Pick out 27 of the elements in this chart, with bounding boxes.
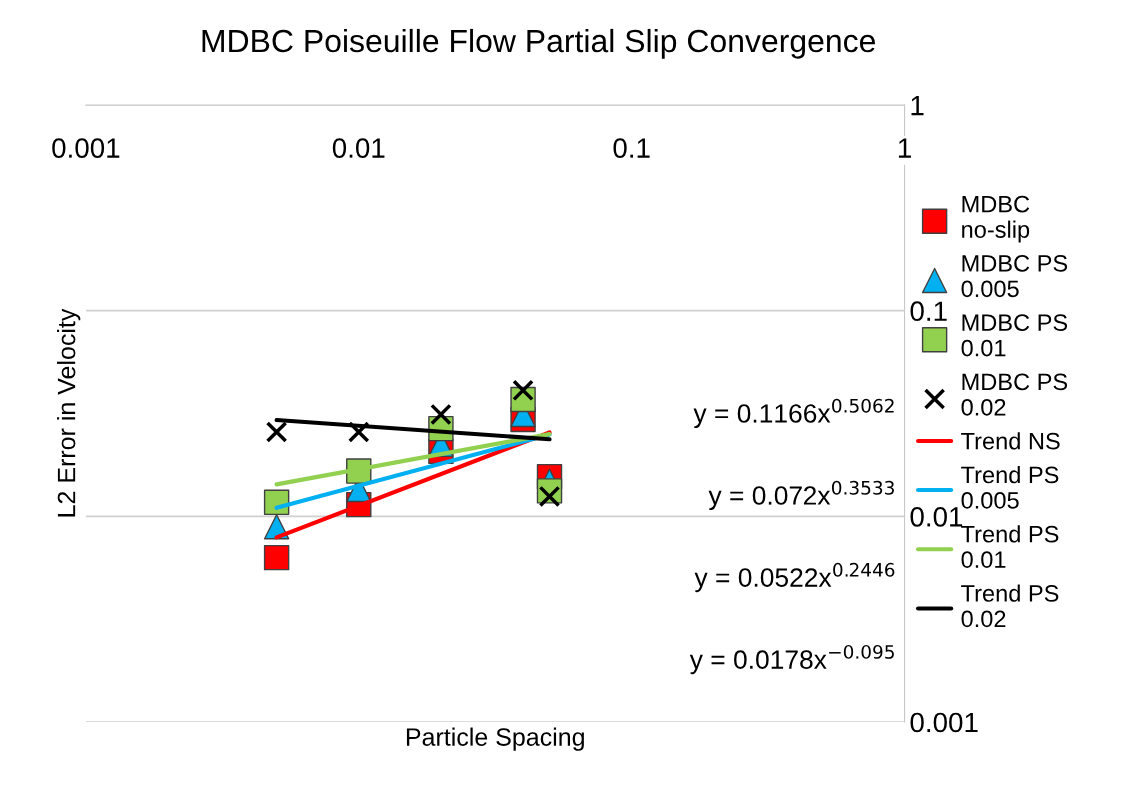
- y-tick-label: 1: [911, 96, 924, 116]
- y-tick-label: 0.01: [910, 507, 963, 527]
- annotation: y = 0.072x$^{0.3533}$: [708, 480, 894, 511]
- point: [430, 403, 452, 426]
- point: [263, 544, 290, 571]
- x-tick-label: 0.01: [332, 138, 385, 158]
- y-tick-label: 0.001: [910, 712, 978, 733]
- legend-label: Trend PS 0.005: [961, 465, 1059, 509]
- annotation: y = 0.1166x$^{0.5062}$: [693, 398, 894, 429]
- legend-label: Trend PS 0.02: [961, 584, 1059, 628]
- legend-label: MDBC PS 0.005: [961, 255, 1068, 298]
- y-axis-title: L2 Error in Velocity: [57, 308, 81, 517]
- x-axis-title: Particle Spacing: [406, 727, 584, 751]
- legend-label: Trend PS 0.01: [961, 525, 1059, 568]
- legend-label: MDBC PS 0.01: [961, 314, 1068, 357]
- legend-label: MDBC no-slip: [962, 195, 1030, 243]
- x-tick-label: 0.1: [613, 138, 650, 158]
- annotation: y = 0.0522x$^{0.2446}$: [694, 562, 895, 593]
- chart-title: MDBC Poiseuille Flow Partial Slip Convergence: [202, 28, 875, 59]
- point: [265, 421, 288, 443]
- point: [347, 421, 370, 443]
- annotation: y = 0.0178x$^{−0.095}$: [689, 644, 894, 675]
- point: [512, 379, 534, 402]
- legend-label: Trend NS: [961, 432, 1060, 450]
- x-tick-label: 0.001: [52, 138, 120, 158]
- y-tick-label: 0.1: [910, 301, 947, 322]
- legend-label: MDBC PS 0.02: [961, 373, 1068, 416]
